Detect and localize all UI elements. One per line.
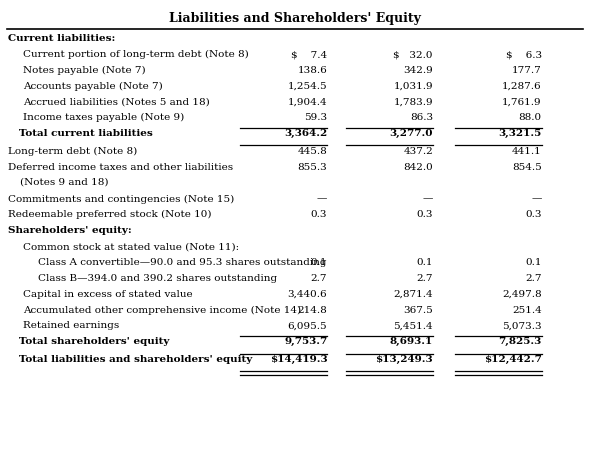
Text: 437.2: 437.2 bbox=[403, 147, 433, 156]
Text: —: — bbox=[317, 194, 327, 203]
Text: $13,249.3: $13,249.3 bbox=[375, 355, 433, 364]
Text: 854.5: 854.5 bbox=[512, 163, 542, 171]
Text: 445.8: 445.8 bbox=[297, 147, 327, 156]
Text: Total liabilities and shareholders' equity: Total liabilities and shareholders' equi… bbox=[8, 355, 253, 364]
Text: —: — bbox=[422, 194, 433, 203]
Text: Current portion of long-term debt (Note 8): Current portion of long-term debt (Note … bbox=[23, 50, 249, 59]
Text: 1,287.6: 1,287.6 bbox=[502, 82, 542, 91]
Text: 342.9: 342.9 bbox=[403, 66, 433, 75]
Text: $14,419.3: $14,419.3 bbox=[270, 355, 327, 364]
Text: $    6.3: $ 6.3 bbox=[506, 50, 542, 59]
Text: $12,442.7: $12,442.7 bbox=[484, 355, 542, 364]
Text: 0.1: 0.1 bbox=[417, 258, 433, 267]
Text: 0.3: 0.3 bbox=[311, 210, 327, 219]
Text: Income taxes payable (Note 9): Income taxes payable (Note 9) bbox=[23, 113, 184, 122]
Text: —: — bbox=[531, 194, 542, 203]
Text: 0.3: 0.3 bbox=[525, 210, 542, 219]
Text: 0.1: 0.1 bbox=[525, 258, 542, 267]
Text: 214.8: 214.8 bbox=[297, 306, 327, 315]
Text: 3,440.6: 3,440.6 bbox=[288, 290, 327, 299]
Text: 6,095.5: 6,095.5 bbox=[288, 322, 327, 331]
Text: 1,031.9: 1,031.9 bbox=[394, 82, 433, 91]
Text: Commitments and contingencies (Note 15): Commitments and contingencies (Note 15) bbox=[8, 194, 235, 203]
Text: 3,364.2: 3,364.2 bbox=[284, 129, 327, 138]
Text: Retained earnings: Retained earnings bbox=[23, 322, 119, 331]
Text: Long-term debt (Note 8): Long-term debt (Note 8) bbox=[8, 147, 137, 156]
Text: Accrued liabilities (Notes 5 and 18): Accrued liabilities (Notes 5 and 18) bbox=[23, 97, 210, 106]
Text: 3,277.0: 3,277.0 bbox=[389, 129, 433, 138]
Text: 5,073.3: 5,073.3 bbox=[502, 322, 542, 331]
Text: Capital in excess of stated value: Capital in excess of stated value bbox=[23, 290, 193, 299]
Text: 59.3: 59.3 bbox=[304, 113, 327, 122]
Text: Accumulated other comprehensive income (Note 14): Accumulated other comprehensive income (… bbox=[23, 306, 301, 315]
Text: Class A convertible—90.0 and 95.3 shares outstanding: Class A convertible—90.0 and 95.3 shares… bbox=[38, 258, 326, 267]
Text: 2.7: 2.7 bbox=[311, 274, 327, 283]
Text: 842.0: 842.0 bbox=[403, 163, 433, 171]
Text: Liabilities and Shareholders' Equity: Liabilities and Shareholders' Equity bbox=[169, 12, 421, 25]
Text: $   32.0: $ 32.0 bbox=[394, 50, 433, 59]
Text: Deferred income taxes and other liabilities: Deferred income taxes and other liabilit… bbox=[8, 163, 234, 171]
Text: 2.7: 2.7 bbox=[417, 274, 433, 283]
Text: 2.7: 2.7 bbox=[525, 274, 542, 283]
Text: 855.3: 855.3 bbox=[297, 163, 327, 171]
Text: 367.5: 367.5 bbox=[403, 306, 433, 315]
Text: 1,904.4: 1,904.4 bbox=[288, 97, 327, 106]
Text: 0.3: 0.3 bbox=[417, 210, 433, 219]
Text: Current liabilities:: Current liabilities: bbox=[8, 34, 116, 43]
Text: 86.3: 86.3 bbox=[410, 113, 433, 122]
Text: Total current liabilities: Total current liabilities bbox=[8, 129, 153, 138]
Text: 88.0: 88.0 bbox=[519, 113, 542, 122]
Text: 441.1: 441.1 bbox=[512, 147, 542, 156]
Text: 7,825.3: 7,825.3 bbox=[499, 337, 542, 346]
Text: 5,451.4: 5,451.4 bbox=[394, 322, 433, 331]
Text: 1,783.9: 1,783.9 bbox=[394, 97, 433, 106]
Text: 8,693.1: 8,693.1 bbox=[390, 337, 433, 346]
Text: 1,254.5: 1,254.5 bbox=[288, 82, 327, 91]
Text: Accounts payable (Note 7): Accounts payable (Note 7) bbox=[23, 82, 163, 91]
Text: Shareholders' equity:: Shareholders' equity: bbox=[8, 226, 132, 235]
Text: Notes payable (Note 7): Notes payable (Note 7) bbox=[23, 66, 146, 75]
Text: 2,871.4: 2,871.4 bbox=[394, 290, 433, 299]
Text: 9,753.7: 9,753.7 bbox=[284, 337, 327, 346]
Text: 177.7: 177.7 bbox=[512, 66, 542, 75]
Text: 1,761.9: 1,761.9 bbox=[502, 97, 542, 106]
Text: 0.1: 0.1 bbox=[311, 258, 327, 267]
Text: Common stock at stated value (Note 11):: Common stock at stated value (Note 11): bbox=[23, 242, 239, 251]
Text: (Notes 9 and 18): (Notes 9 and 18) bbox=[20, 177, 109, 186]
Text: Total shareholders' equity: Total shareholders' equity bbox=[8, 337, 170, 346]
Text: Redeemable preferred stock (Note 10): Redeemable preferred stock (Note 10) bbox=[8, 210, 212, 219]
Text: 3,321.5: 3,321.5 bbox=[499, 129, 542, 138]
Text: $    7.4: $ 7.4 bbox=[291, 50, 327, 59]
Text: 251.4: 251.4 bbox=[512, 306, 542, 315]
Text: 2,497.8: 2,497.8 bbox=[502, 290, 542, 299]
Text: 138.6: 138.6 bbox=[297, 66, 327, 75]
Text: Class B—394.0 and 390.2 shares outstanding: Class B—394.0 and 390.2 shares outstandi… bbox=[38, 274, 277, 283]
